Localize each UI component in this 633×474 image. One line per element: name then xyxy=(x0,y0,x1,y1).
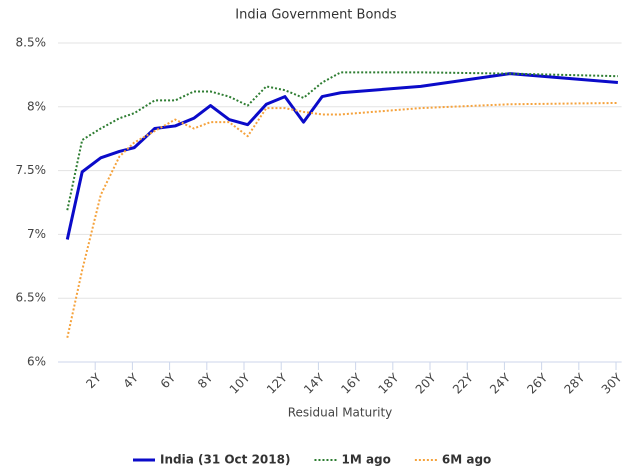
x-axis-title: Residual Maturity xyxy=(288,406,393,420)
x-tick-label: 26Y xyxy=(524,370,550,396)
x-tick-label: 22Y xyxy=(450,370,476,396)
x-tick-label: 6Y xyxy=(158,370,179,391)
y-tick-label: 7.5% xyxy=(16,163,47,177)
legend-label: India (31 Oct 2018) xyxy=(160,453,290,467)
x-tick-label: 18Y xyxy=(376,370,402,396)
x-tick-label: 24Y xyxy=(487,370,513,396)
x-tick-label: 10Y xyxy=(227,370,253,396)
legend-label: 1M ago xyxy=(341,453,390,467)
legend: India (31 Oct 2018) 1M ago 6M ago xyxy=(133,453,491,467)
x-tick-label: 8Y xyxy=(195,370,216,391)
x-tick-label: 12Y xyxy=(264,370,290,396)
x-tick-label: 20Y xyxy=(413,370,439,396)
x-tick-label: 16Y xyxy=(338,370,364,396)
series-line xyxy=(65,72,619,240)
series-line xyxy=(66,101,618,338)
x-tick-label: 14Y xyxy=(301,370,327,396)
chart-title: India Government Bonds xyxy=(235,8,397,23)
x-tick-label: 4Y xyxy=(121,370,142,391)
x-tick-label: 30Y xyxy=(599,370,625,396)
x-tick-label: 28Y xyxy=(562,370,588,396)
y-tick-label: 8.5% xyxy=(16,36,47,50)
y-tick-label: 8% xyxy=(27,99,46,113)
x-tick-label: 2Y xyxy=(83,370,104,391)
y-tick-label: 6.5% xyxy=(16,291,47,305)
y-tick-label: 7% xyxy=(27,227,46,241)
legend-label: 6M ago xyxy=(442,453,491,467)
y-tick-label: 6% xyxy=(27,355,46,369)
